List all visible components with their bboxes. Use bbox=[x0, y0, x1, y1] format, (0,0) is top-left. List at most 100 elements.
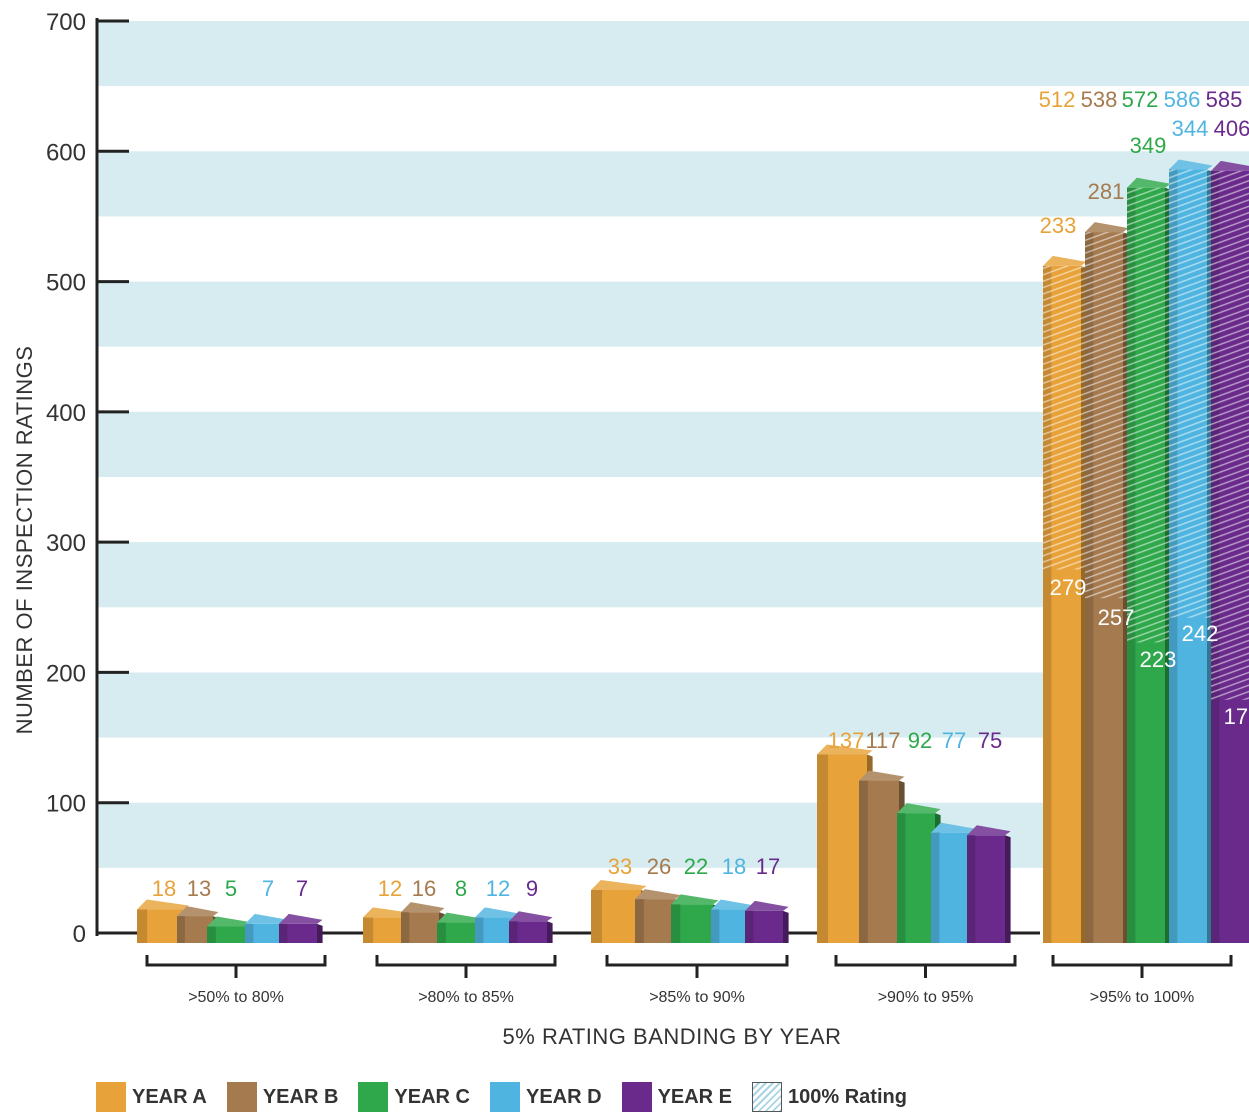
category-bracket: >50% to 80% bbox=[145, 955, 327, 1006]
data-label-100-rating: 349 bbox=[1130, 133, 1167, 158]
bar-front-face bbox=[207, 926, 247, 943]
legend-label: YEAR E bbox=[657, 1085, 733, 1108]
bar-side-face bbox=[783, 910, 789, 943]
legend-swatch bbox=[621, 1082, 652, 1112]
bar-edge-shade bbox=[1043, 265, 1052, 943]
bar-100-rating-hatch bbox=[1127, 187, 1171, 643]
bar-edge-shade bbox=[475, 917, 484, 943]
bar-side-face bbox=[547, 921, 553, 943]
data-label-other-rating: 257 bbox=[1098, 605, 1135, 630]
bar-100-rating-hatch bbox=[1211, 170, 1249, 700]
x-tick-label: >85% to 90% bbox=[649, 989, 745, 1006]
bar-edge-shade bbox=[509, 921, 518, 943]
bracket-line bbox=[375, 955, 557, 967]
data-label: 22 bbox=[684, 854, 708, 879]
bracket-line bbox=[605, 955, 789, 967]
legend-item: YEAR D bbox=[489, 1082, 602, 1112]
bar bbox=[1085, 222, 1129, 943]
bar-top-face bbox=[1127, 177, 1171, 188]
bar bbox=[1169, 159, 1213, 944]
bracket-line bbox=[145, 955, 327, 967]
bar-100-rating-hatch bbox=[1169, 169, 1213, 618]
bar-edge-shade bbox=[591, 890, 602, 943]
data-label: 572 bbox=[1122, 87, 1159, 112]
y-tick-label: 300 bbox=[46, 530, 86, 557]
legend-item: 100% Rating bbox=[752, 1082, 907, 1112]
x-tick-label: >80% to 85% bbox=[418, 989, 514, 1006]
data-label-100-rating: 281 bbox=[1088, 179, 1125, 204]
bar-top-face bbox=[437, 912, 483, 923]
data-label: 538 bbox=[1081, 87, 1118, 112]
bar-top-face bbox=[671, 894, 719, 905]
x-tick-label: >50% to 80% bbox=[188, 989, 284, 1006]
bar-edge-shade bbox=[859, 780, 868, 943]
bar-top-face bbox=[137, 899, 189, 910]
data-label: 586 bbox=[1164, 87, 1201, 112]
bar-edge-shade bbox=[635, 899, 644, 943]
bar-100-rating-hatch bbox=[1043, 265, 1087, 570]
bar bbox=[1043, 255, 1087, 943]
data-label: 137 bbox=[828, 728, 865, 753]
data-label: 16 bbox=[412, 876, 436, 901]
bar-edge-shade bbox=[207, 926, 216, 943]
legend-label: YEAR B bbox=[262, 1085, 339, 1108]
bar-100-rating-hatch bbox=[1085, 232, 1129, 599]
bar-top-face bbox=[897, 803, 941, 814]
y-tick-label: 400 bbox=[46, 400, 86, 427]
y-tick-label: 500 bbox=[46, 270, 86, 297]
bar-top-face bbox=[859, 770, 905, 781]
bracket-line bbox=[1051, 955, 1233, 967]
legend-swatch bbox=[226, 1082, 257, 1112]
data-label-other-rating: 223 bbox=[1140, 647, 1177, 672]
bar-edge-shade bbox=[817, 754, 828, 943]
legend-label: YEAR A bbox=[132, 1085, 207, 1108]
x-axis-group: >50% to 80% >80% to 85% >85% to 90% >90% to… bbox=[145, 955, 1233, 1006]
bar bbox=[509, 911, 553, 943]
bar-edge-shade bbox=[711, 909, 720, 943]
data-label: 512 bbox=[1039, 87, 1076, 112]
bracket-line bbox=[834, 955, 1017, 967]
bar-front-face bbox=[245, 923, 283, 943]
x-tick-label: >90% to 95% bbox=[878, 989, 974, 1006]
data-label: 18 bbox=[722, 854, 746, 879]
bar-front-face bbox=[279, 923, 317, 943]
bar bbox=[897, 803, 941, 943]
legend-item: YEAR C bbox=[358, 1082, 470, 1112]
bar-edge-shade bbox=[137, 909, 148, 943]
data-label-100-rating: 406 bbox=[1214, 116, 1249, 141]
bar-edge-shade bbox=[671, 904, 681, 943]
legend-label: 100% Rating bbox=[788, 1085, 907, 1108]
data-label: 5 bbox=[225, 876, 237, 901]
grid-band bbox=[97, 21, 1249, 87]
bar-edge-shade bbox=[401, 912, 410, 943]
bar-front-face bbox=[509, 921, 547, 943]
legend-item: YEAR A bbox=[96, 1082, 207, 1112]
data-label: 18 bbox=[152, 876, 176, 901]
bar-top-face bbox=[817, 744, 873, 755]
bar-top-face bbox=[1169, 159, 1213, 170]
bar-edge-shade bbox=[931, 832, 940, 943]
category-bracket: >80% to 85% bbox=[375, 955, 557, 1006]
category-bracket: >85% to 90% bbox=[605, 955, 789, 1006]
data-label: 92 bbox=[908, 728, 932, 753]
data-label-other-rating: 179 bbox=[1224, 704, 1249, 729]
bar bbox=[635, 889, 681, 943]
data-label: 17 bbox=[756, 854, 780, 879]
bar-side-face bbox=[317, 923, 323, 943]
legend: YEAR A YEAR B YEAR C YEAR D YEAR E 100% Ratin… bbox=[96, 1080, 927, 1114]
y-tick-label: 200 bbox=[46, 660, 86, 687]
bar bbox=[1211, 160, 1249, 944]
data-label: 75 bbox=[978, 728, 1002, 753]
data-label: 12 bbox=[378, 876, 402, 901]
data-label: 13 bbox=[187, 876, 211, 901]
bar-top-face bbox=[967, 825, 1011, 836]
bar bbox=[591, 880, 647, 943]
bar-edge-shade bbox=[745, 910, 754, 943]
legend-swatch bbox=[489, 1082, 520, 1112]
bar bbox=[967, 825, 1011, 943]
legend-item: YEAR B bbox=[226, 1082, 339, 1112]
data-label: 7 bbox=[262, 876, 274, 901]
legend-swatch bbox=[358, 1082, 389, 1112]
bar-top-face bbox=[1085, 222, 1129, 233]
